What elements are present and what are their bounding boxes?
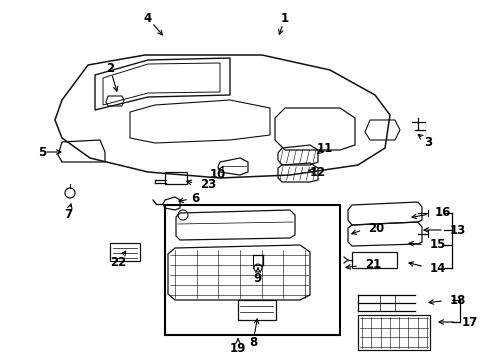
Text: 2: 2 — [106, 62, 114, 75]
Text: 6: 6 — [190, 192, 199, 204]
Text: 13: 13 — [449, 224, 465, 237]
Bar — [164, 172, 186, 184]
Text: 14: 14 — [429, 261, 446, 274]
Text: 17: 17 — [461, 315, 477, 328]
Bar — [357, 315, 429, 350]
Text: 23: 23 — [200, 179, 216, 192]
Text: 21: 21 — [364, 258, 381, 271]
Bar — [110, 243, 140, 261]
Text: 5: 5 — [38, 145, 46, 158]
Bar — [351, 252, 396, 268]
Text: 10: 10 — [209, 168, 225, 181]
Text: 15: 15 — [429, 238, 446, 252]
Text: 18: 18 — [449, 293, 466, 306]
Text: 4: 4 — [143, 12, 152, 24]
Bar — [238, 300, 275, 320]
Text: 20: 20 — [367, 221, 384, 234]
Text: 22: 22 — [110, 256, 126, 269]
Text: 12: 12 — [309, 166, 325, 179]
Text: 3: 3 — [423, 135, 431, 148]
Bar — [164, 205, 339, 335]
Text: 9: 9 — [253, 271, 262, 284]
Text: 19: 19 — [229, 342, 245, 355]
Text: 1: 1 — [281, 12, 288, 24]
Text: 8: 8 — [248, 336, 257, 348]
Text: 11: 11 — [316, 141, 332, 154]
Text: 7: 7 — [64, 208, 72, 221]
Text: 16: 16 — [434, 207, 450, 220]
